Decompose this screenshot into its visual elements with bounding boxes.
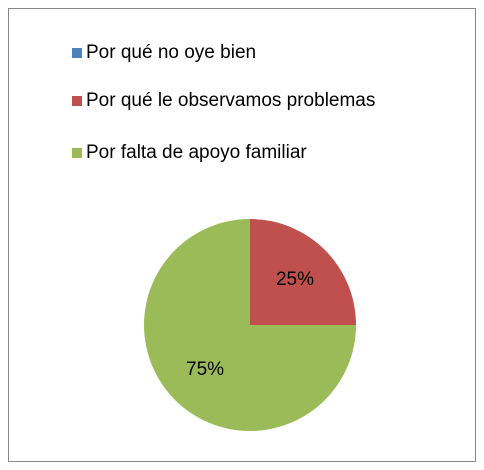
data-label: 75% <box>186 359 224 380</box>
pie-slice <box>250 219 356 325</box>
legend-swatch <box>72 48 82 58</box>
legend-label: Por falta de apoyo familiar <box>86 142 307 163</box>
legend-swatch <box>72 148 82 158</box>
data-label: 25% <box>276 269 314 290</box>
legend-swatch <box>72 96 82 106</box>
legend-label: Por qué le observamos problemas <box>86 90 375 111</box>
legend-label: Por qué no oye bien <box>86 42 256 63</box>
pie-slice <box>144 219 356 431</box>
